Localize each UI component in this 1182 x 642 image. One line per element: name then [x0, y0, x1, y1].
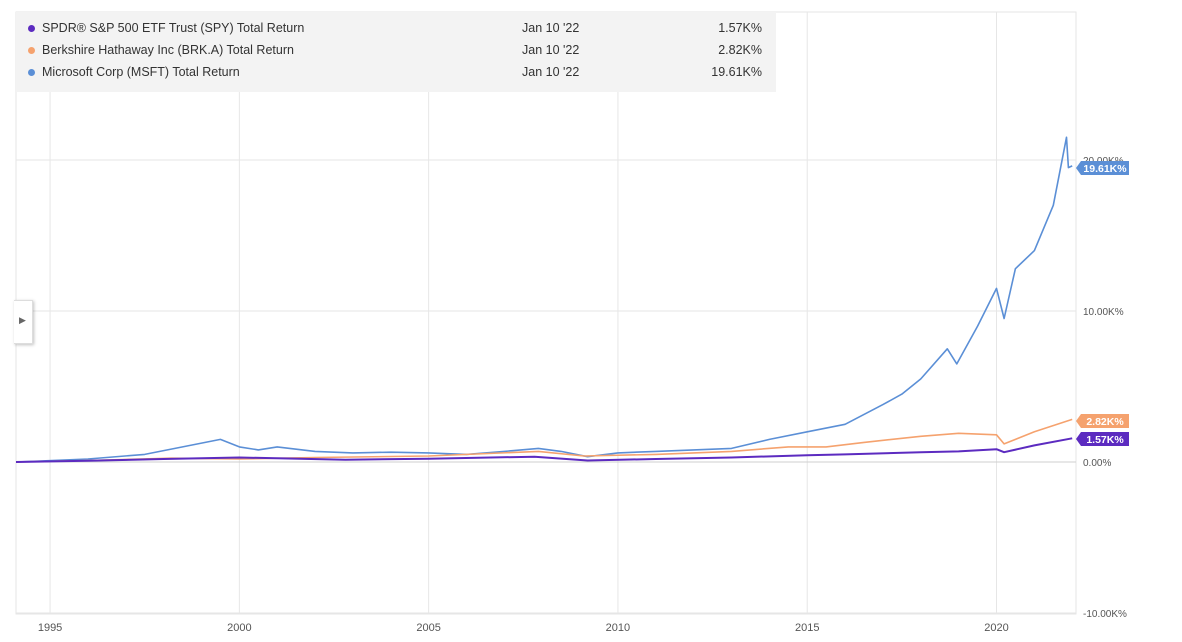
end-label-text: 19.61K% — [1083, 163, 1127, 175]
legend-date-brk: Jan 10 '22 — [522, 43, 580, 57]
end-label-text: 1.57K% — [1086, 434, 1124, 446]
x-tick-label: 2010 — [606, 622, 630, 634]
x-tick-label: 2020 — [984, 622, 1008, 634]
grid-lines — [15, 11, 1077, 615]
legend-marker-msft — [28, 69, 35, 76]
end-label-flag — [1076, 414, 1129, 428]
end-label-text: 2.82K% — [1086, 416, 1124, 428]
series-line-brk — [15, 418, 1073, 463]
legend-value-spy: 1.57K% — [718, 21, 762, 35]
legend-date-msft: Jan 10 '22 — [522, 65, 580, 79]
y-tick-label: 0.00% — [1083, 458, 1111, 469]
legend-row-brk[interactable]: Berkshire Hathaway Inc (BRK.A) Total Ret… — [16, 40, 776, 62]
y-tick-label: 10.00K% — [1083, 307, 1124, 318]
end-label-brk: 2.82K% — [1076, 414, 1129, 428]
legend-marker-spy — [28, 25, 35, 32]
chevron-right-icon: ▶ — [19, 315, 26, 325]
series-lines — [15, 136, 1073, 463]
y-tick-label: -10.00K% — [1083, 609, 1127, 620]
legend-date-spy: Jan 10 '22 — [522, 21, 580, 35]
legend-row-msft[interactable]: Microsoft Corp (MSFT) Total Return Jan 1… — [16, 62, 776, 84]
legend-marker-brk — [28, 47, 35, 54]
x-tick-label: 2005 — [416, 622, 440, 634]
end-label-flag — [1076, 161, 1129, 175]
axis-labels: 19952000200520102015202020.00K%10.00K%0.… — [38, 156, 1127, 634]
expand-panel-button[interactable]: ▶ — [14, 300, 33, 344]
series-line-msft — [15, 136, 1073, 463]
legend-name-spy: SPDR® S&P 500 ETF Trust (SPY) Total Retu… — [42, 21, 305, 35]
x-tick-label: 1995 — [38, 622, 62, 634]
end-label-spy: 1.57K% — [1076, 432, 1129, 446]
legend-value-msft: 19.61K% — [711, 65, 762, 79]
end-label-msft: 19.61K% — [1076, 161, 1129, 175]
plot-frame — [15, 11, 1077, 615]
end-labels: 19.61K% 2.82K% 1.57K% — [1076, 161, 1129, 446]
legend-panel: SPDR® S&P 500 ETF Trust (SPY) Total Retu… — [16, 12, 776, 92]
legend-name-msft: Microsoft Corp (MSFT) Total Return — [42, 65, 240, 79]
legend-row-spy[interactable]: SPDR® S&P 500 ETF Trust (SPY) Total Retu… — [16, 18, 776, 40]
legend-value-brk: 2.82K% — [718, 43, 762, 57]
x-tick-label: 2015 — [795, 622, 819, 634]
end-label-flag — [1076, 432, 1129, 446]
legend-name-brk: Berkshire Hathaway Inc (BRK.A) Total Ret… — [42, 43, 294, 57]
series-line-spy — [15, 437, 1073, 463]
x-tick-label: 2000 — [227, 622, 251, 634]
